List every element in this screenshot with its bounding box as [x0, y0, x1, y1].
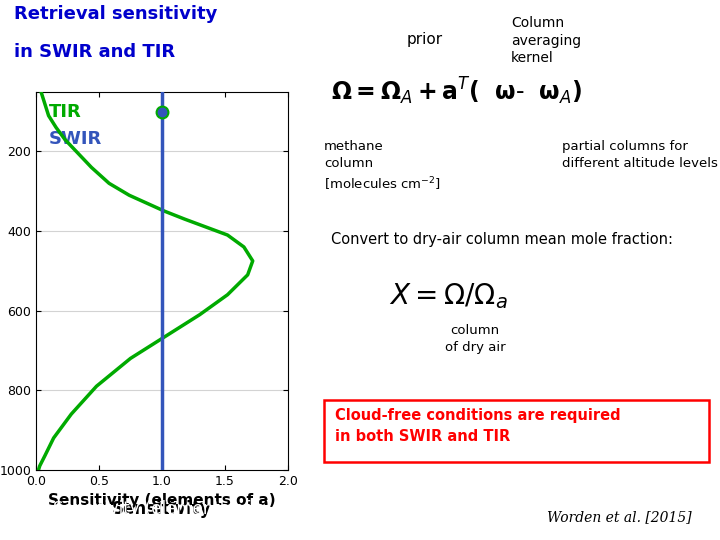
Text: Cloud-free conditions are required
in both SWIR and TIR: Cloud-free conditions are required in bo… — [335, 408, 621, 444]
Text: $\mathbf{\Omega = \Omega_{\mathit{A}} + a^{\mathit{T}}(\ \ \omega\text{-}\ \ \om: $\mathbf{\Omega = \Omega_{\mathit{A}} + … — [331, 76, 582, 107]
Text: prior: prior — [407, 32, 443, 48]
Text: TIR: TIR — [49, 103, 81, 121]
Text: in SWIR and TIR: in SWIR and TIR — [14, 43, 176, 61]
Text: Sensitivity (elements of a): Sensitivity (elements of a) — [53, 501, 271, 518]
Text: $\mathit{X} = \mathit{\Omega}/\mathit{\Omega}_{\mathit{a}}$: $\mathit{X} = \mathit{\Omega}/\mathit{\O… — [389, 281, 508, 310]
Text: column
of dry air: column of dry air — [445, 324, 505, 354]
Text: Retrieval sensitivity: Retrieval sensitivity — [14, 5, 217, 23]
Text: Convert to dry-air column mean mole fraction:: Convert to dry-air column mean mole frac… — [331, 232, 673, 247]
Text: Sensitivity: Sensitivity — [112, 501, 212, 518]
Text: partial columns for
different altitude levels: partial columns for different altitude l… — [562, 140, 717, 171]
Text: methane
column
[molecules cm$^{-2}$]: methane column [molecules cm$^{-2}$] — [324, 140, 441, 193]
Text: Worden et al. [2015]: Worden et al. [2015] — [546, 510, 691, 524]
Text: SWIR: SWIR — [49, 130, 102, 147]
X-axis label: Sensitivity (elements of a): Sensitivity (elements of a) — [48, 493, 276, 508]
Text: Column
averaging
kernel: Column averaging kernel — [511, 16, 581, 65]
